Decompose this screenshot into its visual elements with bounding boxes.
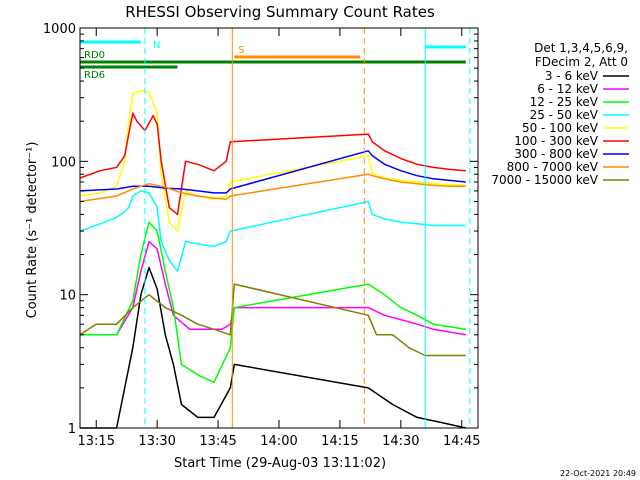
legend-entry: 6 - 12 keV: [537, 82, 599, 96]
flag-label: RD6: [84, 70, 105, 81]
series-line: [79, 112, 466, 216]
legend-header: Det 1,3,4,5,6,9,: [534, 41, 628, 55]
series-line: [79, 283, 466, 357]
series-line: [80, 240, 466, 336]
legend-entry: 3 - 6 keV: [545, 69, 599, 83]
flag-label: S: [238, 45, 244, 56]
series-layer: [79, 89, 466, 429]
flag-label: N: [153, 40, 160, 51]
x-tick-label: 14:15: [321, 434, 358, 449]
series-line: [80, 266, 466, 429]
legend-entry: 300 - 800 keV: [514, 147, 598, 161]
legend-entry: 25 - 50 keV: [530, 108, 599, 122]
x-tick-label: 14:30: [382, 434, 419, 449]
x-axis: 13:15 13:30 13:45 14:00 14:15 14:30 14:45: [78, 28, 480, 449]
chart-title: RHESSI Observing Summary Count Rates: [125, 3, 435, 21]
y-tick-label: 100: [51, 155, 76, 170]
flags-layer: N S RD0 RD6: [80, 40, 466, 81]
legend-entry: 50 - 100 keV: [522, 121, 599, 135]
x-tick-label: 13:45: [199, 434, 236, 449]
legend-entry: 800 - 7000 keV: [507, 160, 599, 174]
y-tick-label: 1000: [43, 22, 76, 37]
series-line: [79, 190, 466, 272]
x-tick-label: 13:30: [138, 434, 175, 449]
series-line: [80, 221, 466, 384]
legend-entry: 7000 - 15000 keV: [491, 173, 598, 187]
vlines-layer: [144, 28, 471, 428]
series-line: [79, 150, 466, 194]
y-axis-label: Count Rate (s⁻¹ detector⁻¹): [25, 142, 40, 319]
flag-label: RD0: [84, 50, 105, 61]
legend-entry: 100 - 300 keV: [514, 134, 598, 148]
series-line: [79, 173, 466, 203]
x-tick-label: 13:15: [78, 434, 115, 449]
legend-header: FDecim 2, Att 0: [535, 55, 628, 69]
legend: Det 1,3,4,5,6,9,FDecim 2, Att 03 - 6 keV…: [491, 41, 629, 187]
y-axis: 1 10 100 1000: [43, 22, 478, 437]
series-line: [79, 89, 466, 232]
x-axis-label: Start Time (29-Aug-03 13:11:02): [174, 456, 386, 471]
timestamp: 22-Oct-2021 20:49: [560, 469, 636, 478]
x-tick-label: 14:45: [443, 434, 480, 449]
y-tick-label: 1: [68, 422, 76, 437]
y-tick-label: 10: [59, 289, 76, 304]
x-tick-label: 14:00: [260, 434, 297, 449]
legend-entry: 12 - 25 keV: [530, 95, 599, 109]
